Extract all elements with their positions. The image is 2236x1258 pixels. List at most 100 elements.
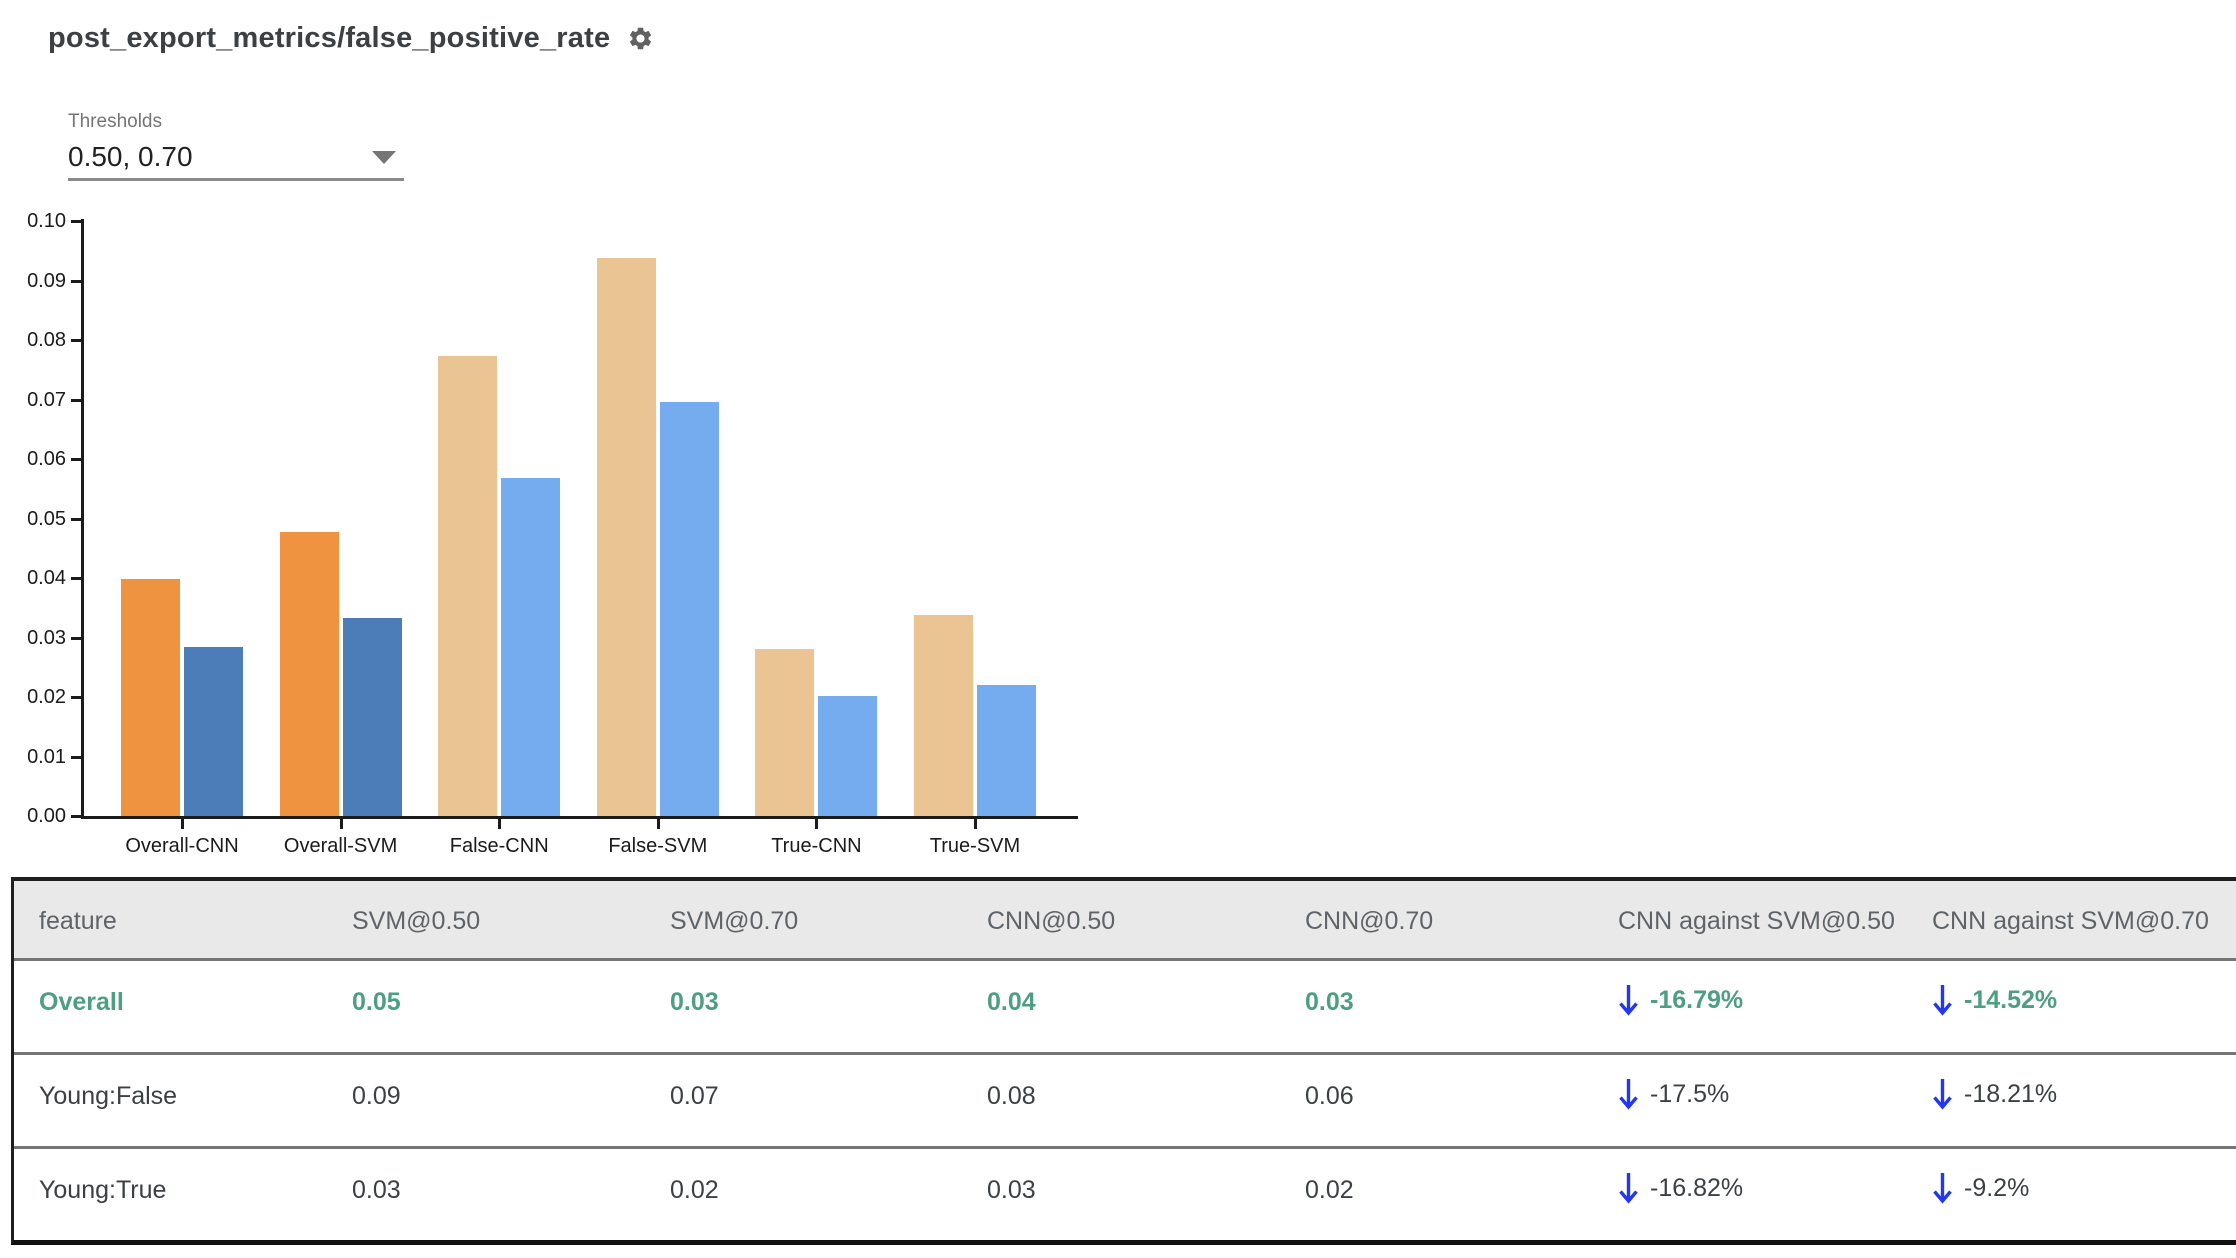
delta-value: -16.82% xyxy=(1650,1174,1744,1202)
table-row-overall: Overall 0.05 0.03 0.04 0.03 -16.79% -14.52% xyxy=(14,958,2236,1052)
value-cell: 0.06 xyxy=(1305,1082,1354,1110)
thresholds-label: Thresholds xyxy=(68,111,162,132)
table-header-row: feature SVM@0.50 SVM@0.70 CNN@0.50 CNN@0.70 C… xyxy=(14,881,2236,958)
x-axis-tick xyxy=(181,817,184,829)
y-axis-tick-label: 0.03 xyxy=(27,626,66,649)
bar-False-CNN-threshold-0.50 xyxy=(438,356,498,816)
value-cell: 0.07 xyxy=(670,1082,719,1110)
delta-value: -17.5% xyxy=(1650,1080,1730,1108)
delta-cell: -16.79% xyxy=(1593,961,1907,1052)
table-row-young-false: Young:False 0.09 0.07 0.08 0.06 -17.5% -18.21% xyxy=(14,1052,2236,1146)
y-axis-tick xyxy=(71,279,81,283)
y-axis-tick xyxy=(71,636,81,640)
delta-cell: -18.21% xyxy=(1907,1055,2236,1146)
metrics-table: feature SVM@0.50 SVM@0.70 CNN@0.50 CNN@0.70 C… xyxy=(11,877,2236,1245)
bar-True-SVM-threshold-0.70 xyxy=(977,685,1036,816)
x-axis-tick xyxy=(498,817,502,829)
column-header-0: feature xyxy=(39,907,117,935)
thresholds-value: 0.50, 0.70 xyxy=(68,141,193,172)
y-axis-tick xyxy=(71,517,81,521)
y-axis-tick xyxy=(71,577,81,580)
y-axis-tick-label: 0.08 xyxy=(27,329,66,351)
y-axis xyxy=(81,219,84,819)
table-row-young-true: Young:True 0.03 0.02 0.03 0.02 -16.82% -9.2% xyxy=(14,1146,2236,1240)
metric-header: post_export_metrics/false_positive_rate xyxy=(48,22,654,55)
x-axis-tick-label: False-CNN xyxy=(449,835,549,857)
column-header-2: SVM@0.70 xyxy=(670,907,799,935)
y-axis-tick-label: 0.04 xyxy=(27,567,66,589)
false-positive-rate-bar-chart: 0.00 0.01 0.02 0.03 0.04 0.05 0.06 0.07 0.08 0.09… xyxy=(27,210,1078,857)
x-axis-tick-label: Overall-CNN xyxy=(125,835,239,857)
value-cell: 0.02 xyxy=(670,1176,719,1204)
thresholds-dropdown[interactable]: Thresholds 0.50, 0.70 xyxy=(68,110,404,181)
y-axis-tick xyxy=(71,339,81,342)
x-axis-tick-label: True-SVM xyxy=(929,835,1021,857)
x-axis-tick xyxy=(339,817,343,829)
value-cell: 0.05 xyxy=(352,988,401,1016)
x-axis-tick xyxy=(815,817,819,829)
x-axis-tick-label: True-CNN xyxy=(771,835,862,857)
delta-value: -14.52% xyxy=(1964,986,2058,1014)
value-cell: 0.03 xyxy=(1305,988,1354,1016)
bar-False-CNN-threshold-0.70 xyxy=(501,478,561,816)
x-axis xyxy=(81,816,1078,819)
arrow-down-icon xyxy=(1619,1079,1638,1110)
column-header-3: CNN@0.50 xyxy=(987,907,1116,935)
column-header-6: CNN against SVM@0.70 xyxy=(1932,907,2209,935)
column-header-5: CNN against SVM@0.50 xyxy=(1618,907,1895,935)
y-axis-tick-label: 0.10 xyxy=(27,210,66,232)
bar-Overall-SVM-threshold-0.50 xyxy=(279,532,339,816)
gear-icon[interactable] xyxy=(627,25,654,52)
feature-cell: Young:True xyxy=(39,1176,167,1204)
delta-cell: -14.52% xyxy=(1907,961,2236,1052)
bar-True-SVM-threshold-0.50 xyxy=(914,615,973,816)
x-axis-tick xyxy=(974,817,977,829)
arrow-down-icon xyxy=(1933,1079,1952,1110)
bar-True-CNN-threshold-0.70 xyxy=(818,696,878,816)
chevron-down-icon xyxy=(372,151,396,164)
delta-cell: -17.5% xyxy=(1593,1055,1907,1146)
delta-cell: -16.82% xyxy=(1593,1149,1907,1240)
y-axis-tick xyxy=(71,458,81,461)
value-cell: 0.02 xyxy=(1305,1176,1354,1204)
arrow-down-icon xyxy=(1933,985,1952,1016)
delta-value: -9.2% xyxy=(1964,1174,2030,1202)
arrow-down-icon xyxy=(1619,1173,1638,1204)
value-cell: 0.03 xyxy=(670,988,719,1016)
arrow-down-icon xyxy=(1619,985,1638,1016)
y-axis-tick-label: 0.05 xyxy=(27,507,66,530)
y-axis-tick xyxy=(71,398,81,402)
column-header-1: SVM@0.50 xyxy=(352,907,481,935)
x-axis-tick-label: False-SVM xyxy=(608,835,708,857)
y-axis-tick xyxy=(71,815,81,818)
feature-cell: Overall xyxy=(39,988,124,1016)
arrow-down-icon xyxy=(1933,1173,1952,1204)
bar-False-SVM-threshold-0.70 xyxy=(659,402,719,816)
bar-False-SVM-threshold-0.50 xyxy=(596,258,656,816)
feature-cell: Young:False xyxy=(39,1082,178,1110)
y-axis-tick xyxy=(71,696,81,699)
x-axis-tick-label: Overall-SVM xyxy=(283,835,398,857)
y-axis-tick-label: 0.07 xyxy=(27,388,66,411)
x-axis-tick xyxy=(656,817,660,829)
value-cell: 0.03 xyxy=(987,1176,1036,1204)
value-cell: 0.08 xyxy=(987,1082,1036,1110)
y-axis-tick xyxy=(71,755,81,759)
y-axis-tick-label: 0.00 xyxy=(27,805,66,827)
y-axis-tick-label: 0.02 xyxy=(27,686,66,708)
delta-value: -18.21% xyxy=(1964,1080,2058,1108)
delta-cell: -9.2% xyxy=(1907,1149,2236,1240)
delta-value: -16.79% xyxy=(1650,986,1744,1014)
value-cell: 0.03 xyxy=(352,1176,401,1204)
bar-Overall-CNN-threshold-0.70 xyxy=(184,647,243,816)
column-header-4: CNN@0.70 xyxy=(1305,907,1434,935)
y-axis-tick-label: 0.06 xyxy=(27,448,66,470)
metric-title: post_export_metrics/false_positive_rate xyxy=(48,22,611,54)
y-axis-tick-label: 0.09 xyxy=(27,269,66,292)
bar-Overall-CNN-threshold-0.50 xyxy=(121,579,180,816)
value-cell: 0.04 xyxy=(987,988,1036,1016)
y-axis-tick xyxy=(71,220,81,223)
y-axis-tick-label: 0.01 xyxy=(27,745,66,768)
bar-True-CNN-threshold-0.50 xyxy=(755,649,815,816)
